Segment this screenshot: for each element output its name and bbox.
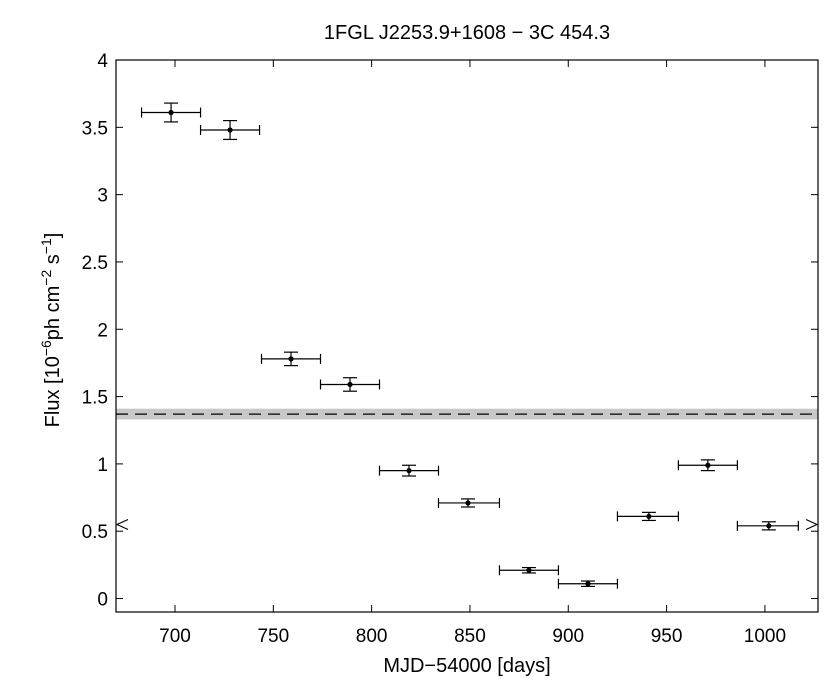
plot-frame [115, 59, 819, 613]
data-point [766, 523, 772, 529]
left-edge-marker [115, 518, 129, 530]
data-point [465, 500, 471, 506]
data-point [347, 381, 353, 388]
y-axis-title-suffix: ] [42, 233, 64, 239]
x-tick-label: 750 [257, 626, 289, 647]
y-axis-title-mid2: s [42, 254, 64, 270]
x-tick-label: 900 [552, 626, 584, 647]
y-tick-label: 0.5 [82, 522, 108, 543]
x-tick-label: 700 [159, 626, 191, 647]
x-tick-label: 1000 [744, 626, 786, 647]
data-point [406, 468, 412, 474]
data-point [227, 127, 233, 133]
data-point [288, 356, 294, 362]
x-tick-label: 800 [356, 626, 388, 647]
data-point [585, 581, 591, 587]
y-axis-title-prefix: Flux [10 [42, 356, 64, 427]
y-axis-title-exp3: −1 [38, 238, 54, 254]
y-tick-label: 3.5 [82, 118, 108, 139]
y-axis-title-exp2: −2 [38, 270, 54, 286]
y-tick-label: 1.5 [82, 388, 108, 409]
y-tick-label: 1 [97, 455, 108, 476]
y-tick-label: 2 [97, 320, 108, 341]
y-tick-label: 3 [97, 186, 108, 207]
y-axis-title: Flux [10−6ph cm−2 s−1] [38, 233, 64, 428]
x-axis-title: MJD−54000 [days] [383, 655, 550, 677]
plot-area: 700 750 800 850 900 950 1000 0 0.5 1 1.5 2 2.5 3 3.5 4 [82, 51, 819, 647]
data-point [705, 462, 711, 468]
y-tick-label: 0 [97, 590, 108, 611]
y-axis-title-exp1: −6 [38, 340, 54, 356]
y-axis-title-mid: ph cm [42, 286, 64, 340]
data-point [168, 109, 174, 116]
chart-title: 1FGL J2253.9+1608 − 3C 454.3 [324, 22, 610, 44]
y-tick-label: 2.5 [82, 253, 108, 274]
right-edge-marker [805, 518, 819, 530]
x-tick-label: 950 [651, 626, 683, 647]
data-point [526, 567, 532, 573]
data-point [646, 513, 652, 520]
y-tick-label: 4 [97, 51, 108, 72]
x-tick-label: 850 [454, 626, 486, 647]
